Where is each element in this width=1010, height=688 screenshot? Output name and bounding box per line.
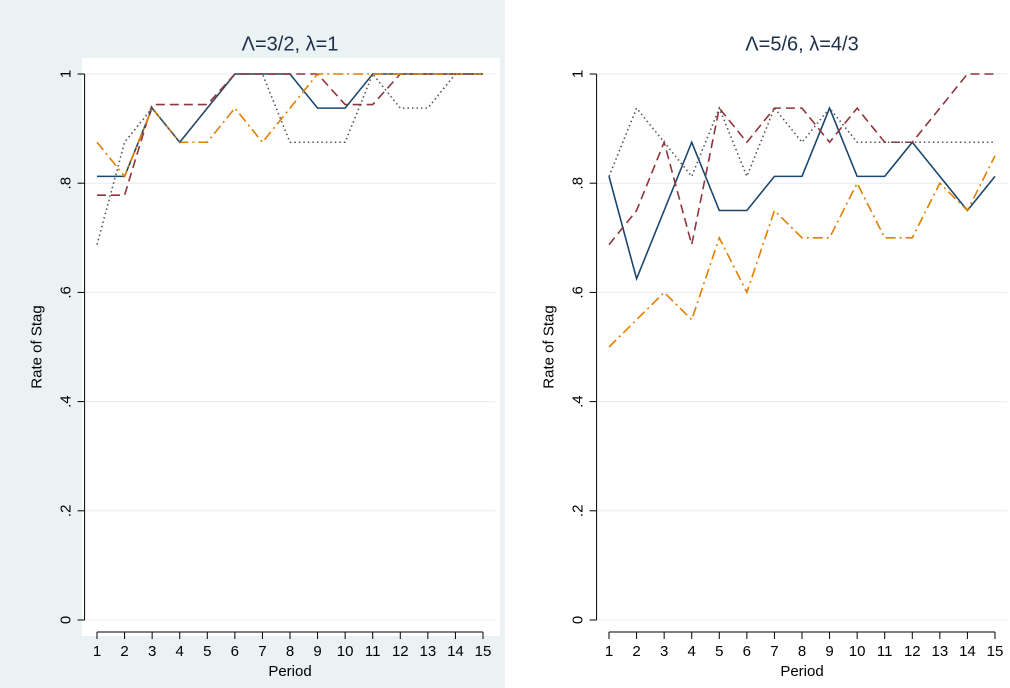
x-tick-label: 14 xyxy=(447,643,464,660)
y-tick-label: 1 xyxy=(58,70,75,78)
plot-area xyxy=(82,58,500,636)
chart-title: Λ=3/2, λ=1 xyxy=(242,33,339,55)
x-tick-label: 10 xyxy=(337,643,354,660)
x-axis-title: Period xyxy=(268,663,311,680)
series-line xyxy=(608,105,996,282)
x-tick-label: 2 xyxy=(120,643,128,660)
y-tick-label: 1 xyxy=(570,70,587,78)
x-tick-label: 4 xyxy=(688,643,696,660)
x-tick-label: 15 xyxy=(987,643,1004,660)
series-line xyxy=(608,73,995,246)
x-tick-label: 9 xyxy=(825,643,833,660)
x-tick-label: 8 xyxy=(286,643,294,660)
y-tick-label: .4 xyxy=(58,395,75,408)
plot-area xyxy=(594,58,1008,636)
x-tick-label: 13 xyxy=(932,643,949,660)
x-tick-label: 13 xyxy=(420,643,437,660)
x-tick-label: 12 xyxy=(392,643,409,660)
x-tick-label: 7 xyxy=(770,643,778,660)
x-tick-label: 10 xyxy=(849,643,866,660)
y-tick-label: .2 xyxy=(58,505,75,518)
x-tick-label: 5 xyxy=(203,643,211,660)
x-tick-label: 9 xyxy=(313,643,321,660)
y-axis-title: Rate of Stag xyxy=(29,305,46,388)
x-tick-label: 3 xyxy=(148,643,156,660)
series-line xyxy=(608,155,996,348)
x-tick-label: 14 xyxy=(959,643,976,660)
x-tick-label: 15 xyxy=(475,643,492,660)
x-tick-label: 8 xyxy=(798,643,806,660)
y-tick-label: .4 xyxy=(570,395,587,408)
chart-title: Λ=5/6, λ=4/3 xyxy=(745,33,858,55)
x-tick-label: 12 xyxy=(904,643,921,660)
x-tick-label: 11 xyxy=(877,643,893,660)
x-tick-label: 7 xyxy=(258,643,266,660)
x-tick-label: 6 xyxy=(743,643,751,660)
y-tick-label: .6 xyxy=(58,286,75,299)
x-tick-label: 5 xyxy=(715,643,723,660)
x-tick-label: 1 xyxy=(93,643,101,660)
series-line xyxy=(96,73,483,178)
y-tick-label: .8 xyxy=(570,177,587,190)
x-tick-label: 3 xyxy=(660,643,668,660)
y-axis-title: Rate of Stag xyxy=(541,305,558,388)
series-line xyxy=(97,73,483,197)
x-tick-label: 6 xyxy=(231,643,239,660)
y-tick-label: .6 xyxy=(570,286,587,299)
y-tick-label: .2 xyxy=(570,505,587,518)
x-tick-label: 4 xyxy=(176,643,184,660)
x-tick-label: 2 xyxy=(632,643,640,660)
x-axis-title: Period xyxy=(780,663,823,680)
series-line xyxy=(96,72,483,245)
x-tick-label: 11 xyxy=(365,643,381,660)
y-tick-label: .8 xyxy=(58,177,75,190)
y-tick-label: 0 xyxy=(570,616,587,624)
x-tick-label: 1 xyxy=(605,643,613,660)
y-tick-label: 0 xyxy=(58,616,75,624)
